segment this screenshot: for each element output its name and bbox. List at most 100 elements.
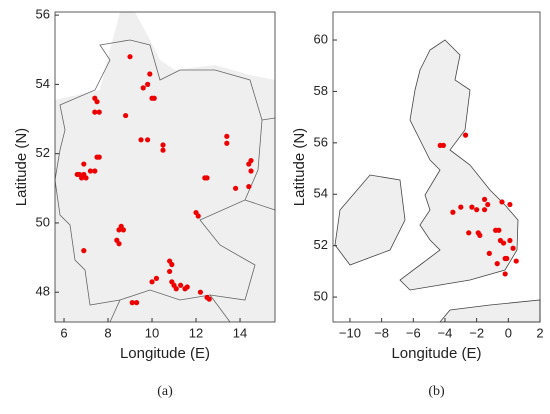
site-point [92, 109, 98, 115]
site-point [81, 161, 87, 167]
site-point [92, 168, 98, 174]
axes-box [332, 11, 541, 323]
x-tick-label: −10 [339, 325, 361, 340]
axes-box [54, 11, 276, 323]
site-point [83, 175, 89, 181]
site-point [481, 196, 488, 202]
ireland [334, 174, 406, 266]
site-point [145, 81, 151, 87]
site-point [486, 250, 492, 256]
site-point [224, 133, 230, 139]
site-point [513, 258, 519, 264]
y-tick-label: 56 [314, 134, 328, 149]
site-point [469, 204, 475, 210]
site-point [481, 207, 488, 213]
site-point [499, 199, 505, 205]
north-sea [55, 12, 120, 100]
site-point [173, 286, 179, 292]
site-point [502, 271, 508, 277]
site-point [81, 248, 87, 254]
site-point [206, 296, 212, 302]
x-tick-label: −2 [469, 325, 484, 340]
site-point [94, 99, 100, 105]
panel-label: (a) [157, 384, 173, 399]
site-point [184, 284, 190, 290]
site-point [246, 161, 252, 167]
x-tick-label: 2 [536, 325, 543, 340]
x-tick-label: −8 [374, 325, 389, 340]
y-axis-label: Latitude (N) [291, 128, 308, 206]
site-point [485, 201, 491, 208]
y-tick-label: 52 [36, 145, 50, 160]
x-tick-label: 8 [104, 325, 111, 340]
site-point [116, 241, 122, 247]
site-point [134, 300, 140, 306]
site-point [167, 268, 173, 275]
y-tick-label: 60 [314, 31, 328, 46]
y-tick-label: 48 [36, 284, 50, 299]
germany-border [54, 39, 263, 306]
neighbor-borders [109, 117, 276, 323]
y-tick-label: 50 [314, 289, 328, 304]
site-point [507, 237, 513, 244]
site-point [138, 137, 144, 143]
site-point [462, 132, 469, 138]
site-point [160, 142, 166, 148]
site-point [153, 275, 160, 281]
x-tick-label: −4 [438, 325, 453, 340]
site-point [248, 168, 254, 174]
site-point [151, 95, 157, 101]
site-point [477, 232, 483, 238]
site-point [474, 207, 480, 213]
x-tick-label: −6 [406, 325, 421, 340]
site-point [147, 71, 153, 77]
site-point [500, 240, 507, 246]
y-tick-label: 54 [36, 76, 50, 91]
site-point [197, 289, 204, 295]
site-point [87, 168, 94, 174]
site-point [178, 282, 184, 288]
site-point [120, 227, 127, 233]
site-point [96, 154, 102, 160]
y-tick-label: 58 [314, 83, 328, 98]
site-point [96, 109, 102, 115]
site-point [246, 183, 252, 190]
site-point [504, 255, 510, 262]
site-point [149, 279, 155, 285]
site-point [74, 171, 80, 178]
site-point [169, 261, 175, 268]
x-tick-label: 0 [505, 325, 512, 340]
y-axis-label: Latitude (N) [13, 128, 30, 206]
site-point [510, 245, 516, 251]
y-tick-label: 50 [36, 214, 50, 229]
site-point [440, 142, 446, 149]
site-point [127, 54, 133, 60]
site-point [160, 147, 166, 153]
site-point [145, 137, 151, 143]
site-point [123, 112, 129, 119]
x-tick-label: 12 [189, 325, 203, 340]
site-point [195, 213, 201, 219]
site-point [129, 300, 135, 306]
site-point [116, 227, 122, 233]
site-point [140, 85, 146, 91]
site-point [458, 204, 464, 210]
x-axis-label: Longitude (E) [120, 345, 210, 362]
x-tick-label: 6 [60, 325, 67, 340]
x-axis-label: Longitude (E) [391, 345, 481, 362]
y-tick-label: 54 [314, 186, 328, 201]
site-point [450, 209, 456, 215]
site-point [466, 230, 472, 236]
y-tick-label: 56 [36, 7, 50, 22]
site-point [233, 185, 239, 191]
site-point [507, 201, 513, 208]
site-point [224, 140, 230, 146]
panel-label: (b) [428, 384, 445, 399]
x-tick-label: 14 [233, 325, 247, 340]
x-tick-label: 10 [145, 325, 159, 340]
great-britain [399, 39, 519, 291]
y-tick-label: 52 [314, 237, 328, 252]
site-point [496, 227, 502, 233]
baltic-sea [135, 12, 275, 80]
